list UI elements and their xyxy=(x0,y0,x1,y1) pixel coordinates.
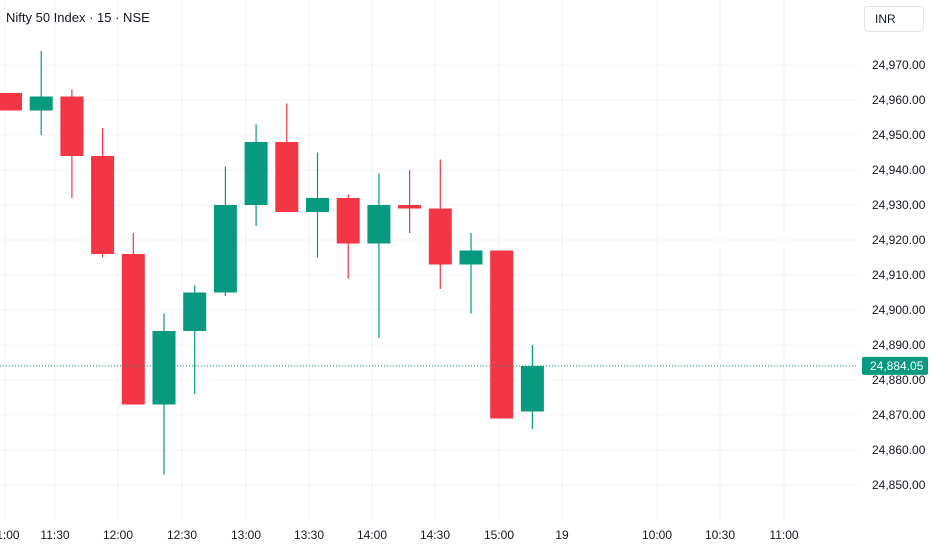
candle xyxy=(367,173,391,338)
candle-body xyxy=(213,205,237,293)
y-axis: 24,970.00 24,960.00 24,950.00 24,940.00 24,9… xyxy=(872,58,926,492)
candles xyxy=(0,51,544,475)
currency-selector[interactable]: INR xyxy=(864,6,924,32)
y-tick-label: 24,880.00 xyxy=(872,373,926,387)
x-tick-label: 19 xyxy=(555,528,569,542)
y-tick-label: 24,870.00 xyxy=(872,408,926,422)
candle xyxy=(91,128,115,258)
candle xyxy=(183,285,207,394)
y-tick-label: 24,950.00 xyxy=(872,128,926,142)
y-tick-label: 24,890.00 xyxy=(872,338,926,352)
y-tick-label: 24,850.00 xyxy=(872,478,926,492)
candle-body xyxy=(152,331,176,405)
candle-body xyxy=(459,250,483,265)
y-tick-label: 24,960.00 xyxy=(872,93,926,107)
y-tick-label: 24,900.00 xyxy=(872,303,926,317)
candle-body xyxy=(306,198,329,212)
candle-body xyxy=(0,93,22,111)
candle-body xyxy=(520,366,544,412)
candle-body xyxy=(275,142,299,212)
x-tick-label: 10:00 xyxy=(642,528,672,542)
y-tick-label: 24,930.00 xyxy=(872,198,926,212)
x-tick-label: 12:00 xyxy=(103,528,133,542)
candle-body xyxy=(490,250,514,419)
candle xyxy=(520,345,544,429)
y-tick-label: 24,910.00 xyxy=(872,268,926,282)
x-tick-label: 11:30 xyxy=(40,528,69,542)
last-price-label: 24,884.05 xyxy=(870,359,924,373)
y-tick-label: 24,920.00 xyxy=(872,233,926,247)
x-tick-label: 12:30 xyxy=(167,528,197,542)
candle-body xyxy=(244,142,268,205)
candle xyxy=(0,93,22,111)
candle-body xyxy=(367,205,391,244)
x-tick-label: 11:00 xyxy=(769,528,798,542)
y-tick-label: 24,970.00 xyxy=(872,58,926,72)
x-tick-label: 13:30 xyxy=(294,528,324,542)
candle xyxy=(29,51,53,135)
candle xyxy=(152,313,176,475)
x-tick-label: 14:30 xyxy=(420,528,450,542)
candle-body xyxy=(398,205,422,209)
x-tick-label: 13:00 xyxy=(231,528,261,542)
candle xyxy=(490,250,514,419)
candle xyxy=(275,103,299,212)
candle-body xyxy=(428,208,452,265)
candle-body xyxy=(91,156,115,254)
grid xyxy=(0,0,857,520)
candle xyxy=(121,233,145,405)
candle-body xyxy=(336,198,360,244)
last-price-badge: 24,884.05 xyxy=(862,356,928,375)
candle-body xyxy=(121,254,145,405)
x-tick-label: 10:30 xyxy=(705,528,735,542)
last-price-badge-bg xyxy=(862,356,928,375)
candle xyxy=(60,89,84,198)
x-tick-label: 11:00 xyxy=(0,528,20,542)
chart-title: Nifty 50 Index · 15 · NSE xyxy=(6,10,150,25)
x-tick-label: 15:00 xyxy=(484,528,514,542)
candle xyxy=(244,124,268,226)
candle-body xyxy=(60,96,84,156)
y-tick-label: 24,860.00 xyxy=(872,443,926,457)
candle xyxy=(306,152,329,258)
x-tick-label: 14:00 xyxy=(357,528,387,542)
x-axis: 11:00 11:30 12:00 12:30 13:00 13:30 14:00 14:30… xyxy=(0,528,799,542)
candle xyxy=(459,233,483,314)
candle xyxy=(336,194,360,279)
candle xyxy=(213,166,237,296)
candle xyxy=(398,170,422,233)
y-tick-label: 24,940.00 xyxy=(872,163,926,177)
candle-body xyxy=(183,292,207,331)
candle-body xyxy=(29,96,53,111)
candle xyxy=(428,159,452,289)
